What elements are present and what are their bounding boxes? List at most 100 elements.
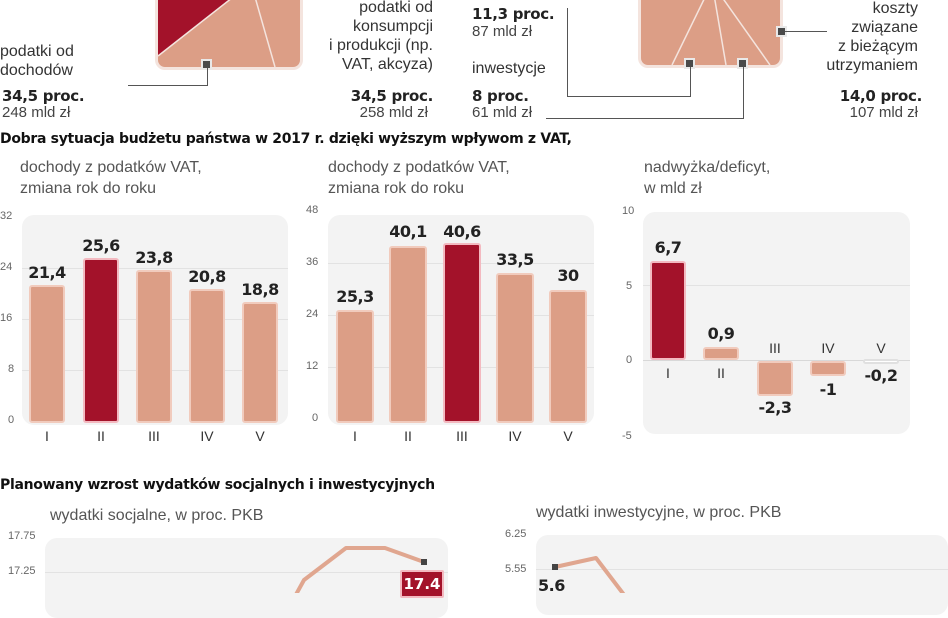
chart1-subtitle-line2: zmiana rok do roku bbox=[20, 180, 157, 197]
y-tick: 36 bbox=[306, 256, 319, 268]
unnamed-percent: 11,3 proc. bbox=[472, 5, 555, 23]
y-tick: 6.25 bbox=[505, 528, 527, 540]
y-tick: 17.75 bbox=[8, 530, 36, 542]
value-label: -2,3 bbox=[758, 398, 792, 417]
income-tax-label-line2: dochodów bbox=[0, 62, 73, 79]
bar-III bbox=[136, 270, 172, 423]
maintenance-percent: 14,0 proc. bbox=[839, 87, 923, 105]
chart3-subtitle-line2: w mld zł bbox=[644, 180, 702, 197]
chart2-subtitle-line1: dochody z podatków VAT, bbox=[328, 159, 510, 176]
x-label: II bbox=[97, 428, 105, 444]
callout-line bbox=[567, 8, 568, 96]
social-spending-line bbox=[294, 546, 425, 593]
bar-II bbox=[703, 347, 739, 360]
value-label: 30 bbox=[557, 266, 579, 285]
value-label: 25,6 bbox=[82, 236, 120, 255]
bar-II bbox=[389, 246, 427, 423]
y-tick: 24 bbox=[0, 261, 13, 273]
bar-I bbox=[336, 310, 374, 423]
spending-structure-graphic bbox=[638, 0, 783, 68]
consumption-tax-label: podatki od konsumpcji i produkcji (np. V… bbox=[300, 0, 433, 74]
maintenance-label-line3: z bieżącym bbox=[837, 38, 918, 55]
data-point-marker bbox=[552, 564, 558, 570]
x-label: V bbox=[876, 340, 886, 356]
consumption-label-line2: konsumpcji bbox=[352, 18, 433, 35]
callout-line bbox=[207, 68, 208, 85]
bar-V bbox=[549, 290, 587, 423]
x-label: II bbox=[404, 428, 412, 444]
x-label: I bbox=[666, 365, 670, 381]
callout-line bbox=[128, 85, 208, 86]
value-label: 33,5 bbox=[496, 250, 534, 269]
value-label: 20,8 bbox=[188, 267, 226, 286]
consumption-tax-amount: 258 mld zł bbox=[359, 104, 428, 121]
x-label: IV bbox=[200, 428, 214, 444]
revenue-segments-graphic bbox=[158, 0, 276, 67]
y-tick: 12 bbox=[306, 360, 319, 372]
consumption-label-line1: podatki od bbox=[359, 0, 433, 16]
x-label: IV bbox=[821, 340, 835, 356]
last-value-text: 17.4 bbox=[403, 575, 441, 593]
bar-IV bbox=[496, 273, 534, 423]
bar-III bbox=[443, 243, 481, 423]
x-label: III bbox=[148, 428, 160, 444]
gridline bbox=[643, 285, 910, 286]
consumption-label-line3: i produkcji (np. bbox=[328, 37, 433, 54]
maintenance-amount: 107 mld zł bbox=[849, 104, 918, 121]
callout-marker bbox=[201, 59, 212, 70]
y-tick: 24 bbox=[306, 308, 319, 320]
callout-line bbox=[785, 31, 827, 32]
callout-line bbox=[690, 67, 691, 97]
bar-III bbox=[757, 361, 793, 396]
maintenance-label-line2: związane bbox=[851, 19, 918, 36]
chart4-subtitle: wydatki socjalne, w proc. PKB bbox=[50, 507, 264, 524]
gridline bbox=[22, 268, 288, 269]
x-label: III bbox=[769, 340, 781, 356]
callout-line bbox=[546, 118, 744, 119]
chart1-subtitle: dochody z podatków VAT, zmiana rok do ro… bbox=[20, 157, 202, 199]
income-tax-label: podatki od dochodów bbox=[0, 42, 120, 80]
income-tax-percent: 34,5 proc. bbox=[2, 87, 85, 105]
unnamed-amount: 87 mld zł bbox=[472, 23, 533, 40]
maintenance-label-line1: koszty bbox=[872, 0, 918, 17]
first-value-label: 5.6 bbox=[538, 576, 565, 595]
consumption-tax-percent: 34,5 proc. bbox=[350, 87, 434, 105]
y-tick: 5 bbox=[626, 280, 633, 292]
value-label: 18,8 bbox=[241, 280, 279, 299]
gridline bbox=[45, 572, 448, 573]
value-label: 40,1 bbox=[389, 222, 427, 241]
y-tick: 0 bbox=[312, 412, 319, 424]
bar-I bbox=[650, 261, 686, 360]
y-tick: 17.25 bbox=[8, 565, 36, 577]
gridline-zero bbox=[643, 360, 910, 361]
bar-V bbox=[863, 359, 899, 364]
consumption-label-line4: VAT, akcyza) bbox=[342, 56, 433, 73]
bar-IV bbox=[810, 361, 846, 376]
section-title-budget: Dobra sytuacja budżetu państwa w 2017 r.… bbox=[0, 131, 572, 147]
y-tick: 48 bbox=[306, 204, 319, 216]
chart5-subtitle: wydatki inwestycyjne, w proc. PKB bbox=[536, 504, 782, 521]
bar-II bbox=[83, 258, 119, 423]
investment-spending-line bbox=[554, 556, 626, 593]
revenue-structure-graphic bbox=[155, 0, 303, 70]
y-tick: 16 bbox=[0, 312, 13, 324]
value-label: 25,3 bbox=[336, 287, 374, 306]
callout-marker bbox=[684, 58, 695, 69]
x-label: V bbox=[255, 428, 265, 444]
bar-I bbox=[29, 285, 65, 423]
x-label: II bbox=[717, 365, 725, 381]
chart3-panel bbox=[643, 212, 910, 434]
chart2-subtitle-line2: zmiana rok do roku bbox=[328, 180, 465, 197]
chart1-subtitle-line1: dochody z podatków VAT, bbox=[20, 159, 202, 176]
chart3-subtitle: nadwyżka/deficyt, w mld zł bbox=[644, 157, 770, 199]
chart3-subtitle-line1: nadwyżka/deficyt, bbox=[644, 159, 771, 176]
maintenance-label-line4: utrzymaniem bbox=[826, 57, 918, 74]
value-label: 0,9 bbox=[707, 324, 735, 343]
y-tick: 5.55 bbox=[505, 563, 527, 575]
value-label: 21,4 bbox=[28, 263, 66, 282]
bar-V bbox=[242, 302, 278, 423]
investment-label: inwestycje bbox=[472, 60, 546, 77]
y-tick: 32 bbox=[0, 210, 13, 222]
investment-amount: 61 mld zł bbox=[472, 104, 533, 121]
x-label: I bbox=[353, 428, 357, 444]
